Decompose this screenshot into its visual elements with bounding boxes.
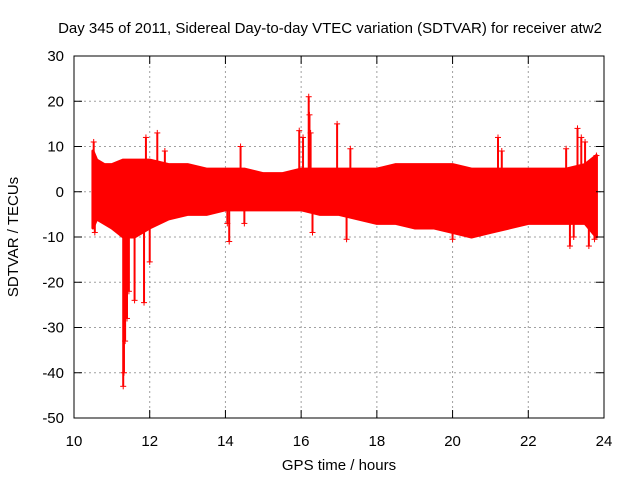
data-point xyxy=(306,111,313,192)
x-tick-label: 20 xyxy=(444,433,461,450)
y-axis-ticks: 30 20 10 0 -10 -20 -30 -40 -50 xyxy=(42,48,604,427)
x-axis-ticks: 10 12 14 16 18 20 22 24 xyxy=(66,56,613,450)
grid-lines xyxy=(74,56,604,418)
y-tick-label: -50 xyxy=(42,410,64,427)
data-point xyxy=(347,145,354,192)
data-point xyxy=(141,191,148,306)
data-point xyxy=(237,143,244,192)
y-tick-label: -40 xyxy=(42,365,64,382)
data-point xyxy=(122,191,129,345)
y-tick-label: 20 xyxy=(47,93,64,110)
data-point xyxy=(241,191,248,227)
chart-title: Day 345 of 2011, Sidereal Day-to-day VTE… xyxy=(58,20,602,37)
x-tick-label: 12 xyxy=(141,433,158,450)
data-point xyxy=(296,127,303,192)
y-tick-label: -20 xyxy=(42,274,64,291)
data-point xyxy=(131,191,138,304)
y-tick-label: 30 xyxy=(47,48,64,65)
y-tick-label: -30 xyxy=(42,320,64,337)
data-point xyxy=(309,191,316,236)
data-point xyxy=(120,191,127,376)
y-tick-label: 10 xyxy=(47,139,64,156)
data-point xyxy=(343,191,350,243)
y-tick-label: -10 xyxy=(42,229,64,246)
data-point xyxy=(300,134,307,192)
data-point xyxy=(226,191,233,245)
data-point xyxy=(91,191,98,236)
x-tick-label: 16 xyxy=(293,433,310,450)
x-tick-label: 22 xyxy=(520,433,537,450)
data-point xyxy=(154,129,161,192)
data-point xyxy=(574,125,581,192)
data-point xyxy=(334,120,341,192)
data-point xyxy=(307,129,314,192)
x-tick-label: 10 xyxy=(66,433,83,450)
data-point xyxy=(142,134,149,192)
y-axis-label: SDTVAR / TECUs xyxy=(5,177,22,297)
data-point xyxy=(161,148,168,192)
data-point xyxy=(124,191,130,322)
data-point xyxy=(570,191,577,240)
data-point xyxy=(498,148,505,192)
x-axis-label: GPS time / hours xyxy=(282,457,396,474)
data-point xyxy=(90,138,97,192)
y-tick-label: 0 xyxy=(56,184,64,201)
x-tick-label: 14 xyxy=(217,433,234,450)
data-point xyxy=(585,191,592,250)
data-point xyxy=(566,191,573,250)
data-point xyxy=(146,191,153,265)
data-point xyxy=(563,145,570,192)
data-point xyxy=(449,191,456,243)
x-tick-label: 18 xyxy=(369,433,386,450)
data-point xyxy=(582,138,589,192)
data-point xyxy=(495,134,501,192)
data-point xyxy=(578,134,585,192)
x-tick-label: 24 xyxy=(596,433,613,450)
dense-data-band xyxy=(91,149,598,239)
data-points xyxy=(90,93,600,390)
data-point xyxy=(593,152,600,192)
data-point xyxy=(125,191,132,295)
data-point xyxy=(591,191,598,243)
data-point xyxy=(224,191,231,227)
